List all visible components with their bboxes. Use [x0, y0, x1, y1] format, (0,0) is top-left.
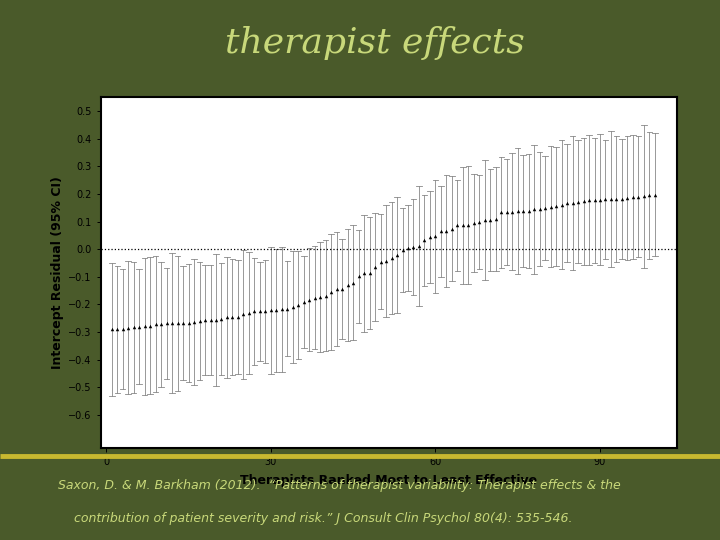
- Text: contribution of patient severity and risk.” J Consult Clin Psychol 80(4): 535-54: contribution of patient severity and ris…: [58, 512, 572, 525]
- X-axis label: Therapists Ranked Most to Least Effective: Therapists Ranked Most to Least Effectiv…: [240, 474, 537, 487]
- Y-axis label: Intercept Residual (95% CI): Intercept Residual (95% CI): [51, 176, 64, 369]
- Text: Saxon, D. & M. Barkham (2012).  “Patterns of therapist variability: Therapist ef: Saxon, D. & M. Barkham (2012). “Patterns…: [58, 480, 621, 492]
- Text: therapist effects: therapist effects: [225, 26, 524, 60]
